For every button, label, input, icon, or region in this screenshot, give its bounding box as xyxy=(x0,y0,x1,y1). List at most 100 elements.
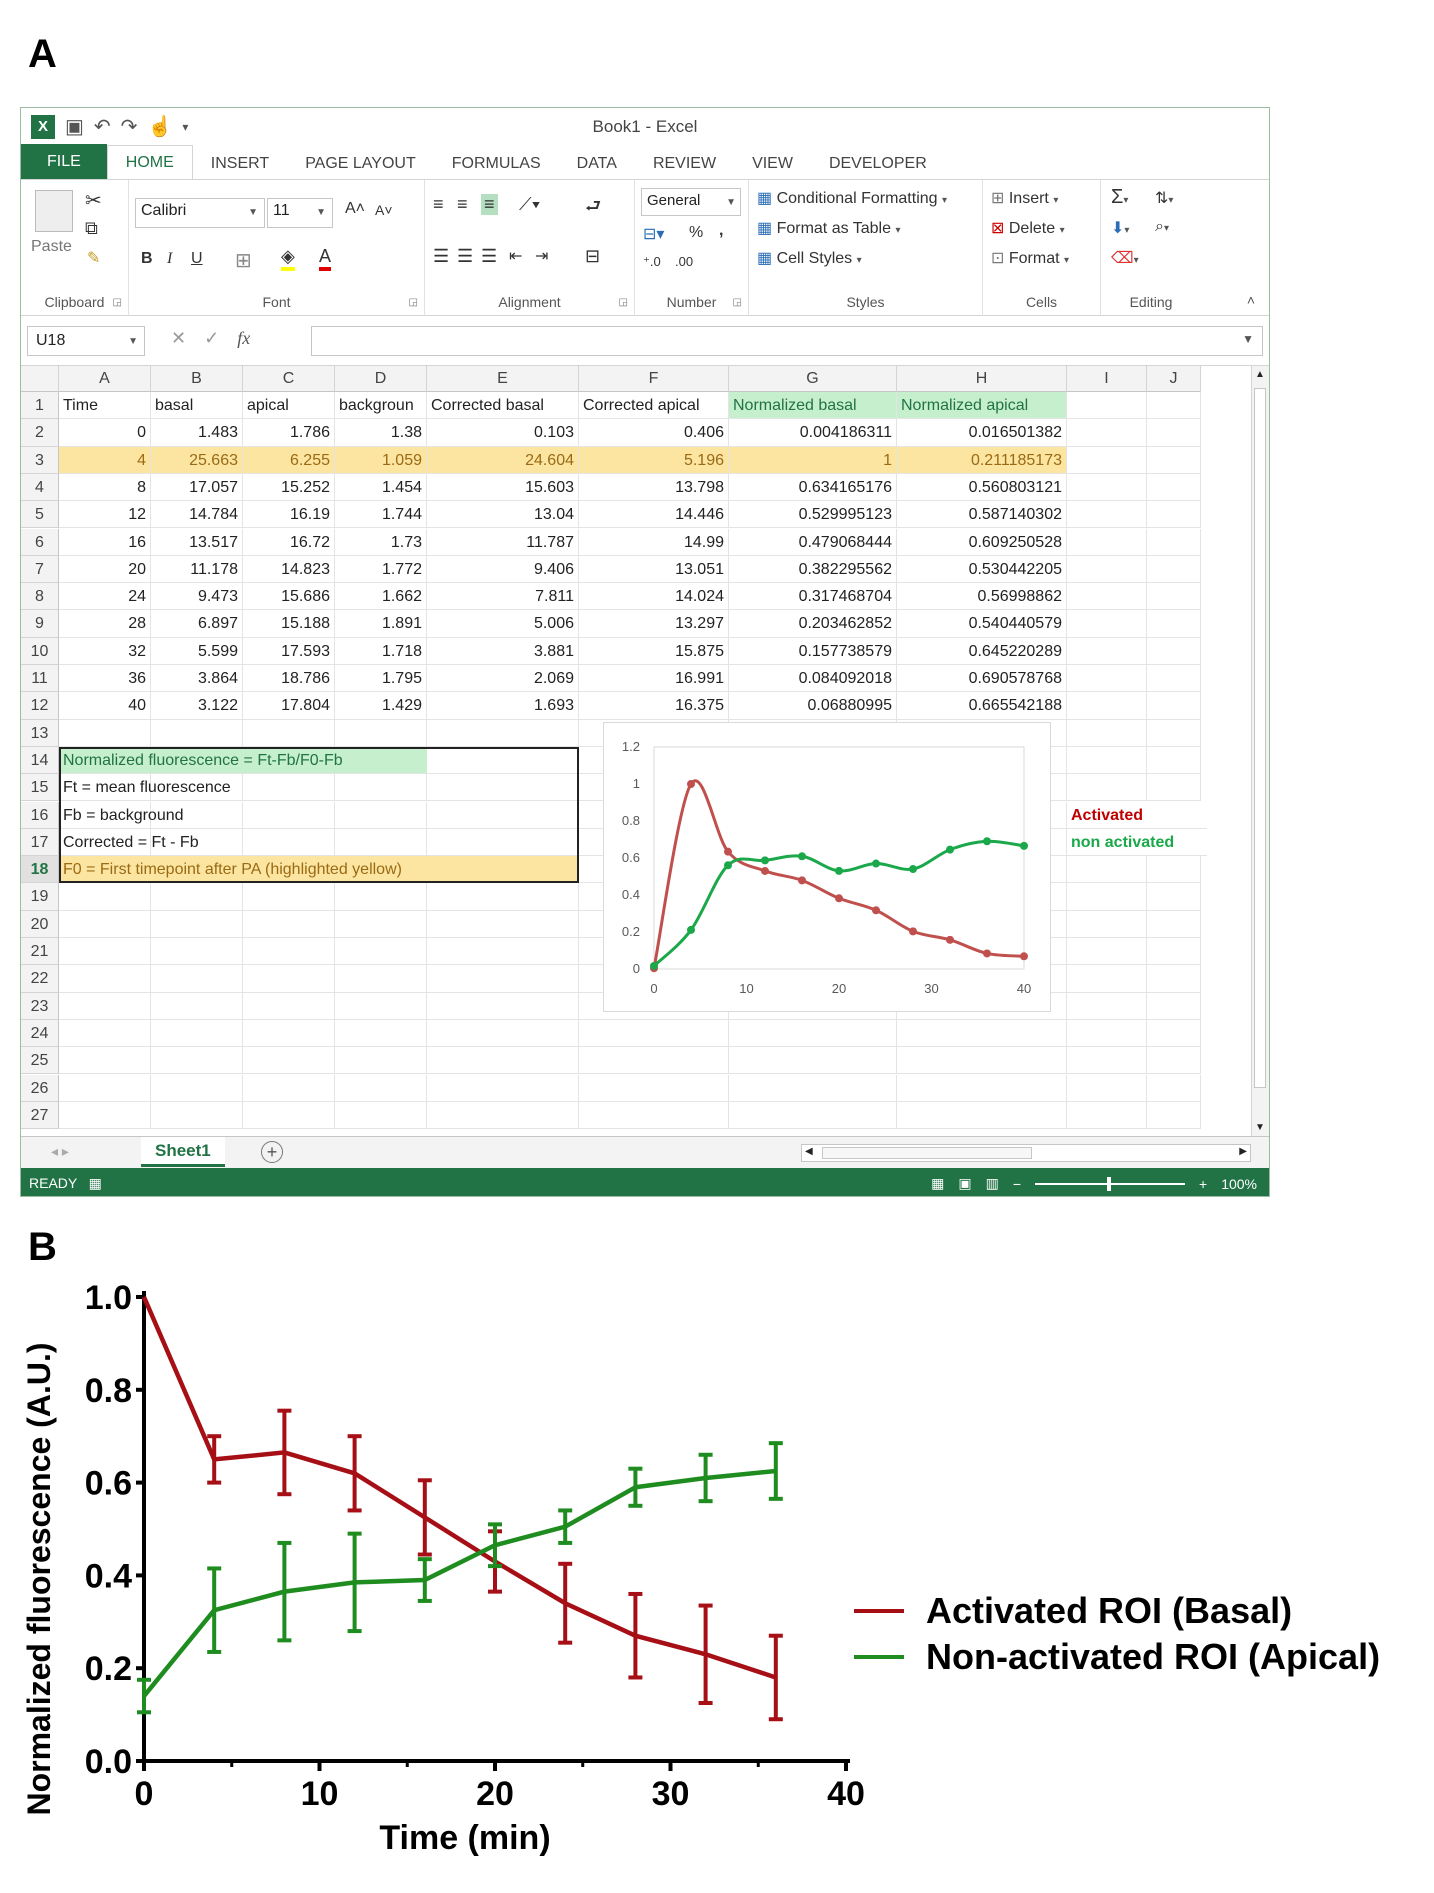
grid-cell[interactable] xyxy=(1147,473,1201,502)
data-cell[interactable]: 3.122 xyxy=(151,692,243,720)
row-header[interactable]: 24 xyxy=(21,1019,59,1048)
grid-cell[interactable] xyxy=(335,965,427,993)
font-name-select[interactable]: Calibri ▼ xyxy=(135,198,265,228)
grid-cell[interactable] xyxy=(427,938,579,966)
grid-cell[interactable] xyxy=(59,1101,151,1130)
data-cell[interactable]: 5.599 xyxy=(151,637,243,665)
grid-cell[interactable] xyxy=(1147,610,1201,638)
data-cell[interactable]: 1.786 xyxy=(243,419,335,447)
merge-center-icon[interactable]: ⊟ xyxy=(585,246,601,266)
grid-cell[interactable] xyxy=(335,992,427,1020)
grid-cell[interactable] xyxy=(335,1019,427,1048)
grid-cell[interactable] xyxy=(335,719,427,747)
horizontal-scrollbar[interactable]: ◀ ▶ xyxy=(801,1144,1251,1162)
data-cell[interactable]: 13.517 xyxy=(151,528,243,556)
data-cell[interactable]: 14.784 xyxy=(151,501,243,529)
grid-cell[interactable] xyxy=(243,910,335,938)
grid-cell[interactable] xyxy=(1147,446,1201,474)
data-cell[interactable]: 0.382295562 xyxy=(729,555,897,584)
clear-icon[interactable]: ⌫▾ xyxy=(1111,250,1139,267)
data-cell[interactable]: 1.059 xyxy=(335,446,427,474)
data-cell[interactable]: 16.991 xyxy=(579,665,729,693)
borders-icon[interactable]: ⊞ xyxy=(235,250,252,272)
data-cell[interactable]: 28 xyxy=(59,610,151,638)
data-cell[interactable]: 0.479068444 xyxy=(729,528,897,556)
data-cell[interactable]: 1 xyxy=(729,446,897,474)
tab-data[interactable]: DATA xyxy=(576,155,617,172)
grid-cell[interactable] xyxy=(243,1047,335,1075)
data-cell[interactable]: 12 xyxy=(59,501,151,529)
grid-cell[interactable] xyxy=(579,1019,729,1048)
grid-cell[interactable] xyxy=(427,1019,579,1048)
grid-cell[interactable] xyxy=(151,910,243,938)
cut-icon[interactable]: ✂ xyxy=(85,190,102,212)
customize-toolbar-icon[interactable]: ▾ xyxy=(182,119,189,134)
data-cell[interactable]: 13.297 xyxy=(579,610,729,638)
tab-developer[interactable]: DEVELOPER xyxy=(828,155,927,172)
grid-cell[interactable] xyxy=(1067,555,1147,584)
data-cell[interactable]: 0.56998862 xyxy=(897,583,1067,611)
grid-cell[interactable] xyxy=(59,965,151,993)
data-cell[interactable]: 32 xyxy=(59,637,151,665)
grid-cell[interactable] xyxy=(729,1074,897,1102)
row-header[interactable]: 12 xyxy=(21,692,59,720)
formula-input[interactable]: ▼ xyxy=(311,326,1263,356)
data-cell[interactable]: 0.004186311 xyxy=(729,419,897,447)
page-break-view-icon[interactable]: ▥ xyxy=(985,1175,999,1191)
data-cell[interactable]: 0.317468704 xyxy=(729,583,897,611)
grid-cell[interactable] xyxy=(729,1019,897,1048)
grid-cell[interactable] xyxy=(1067,992,1147,1020)
grid-cell[interactable] xyxy=(1067,665,1147,693)
data-cell[interactable]: 11.787 xyxy=(427,528,579,556)
row-header[interactable]: 25 xyxy=(21,1047,59,1075)
align-right-icon[interactable]: ☰ xyxy=(481,246,498,266)
grid-cell[interactable] xyxy=(1067,528,1147,556)
grid-cell[interactable] xyxy=(1067,910,1147,938)
column-header[interactable]: A xyxy=(59,366,151,392)
increase-indent-icon[interactable]: ⇥ xyxy=(535,248,549,265)
grid-cell[interactable] xyxy=(1067,473,1147,502)
grid-cell[interactable] xyxy=(729,1047,897,1075)
grid-cell[interactable] xyxy=(335,910,427,938)
grid-cell[interactable] xyxy=(151,1101,243,1130)
data-cell[interactable]: 6.897 xyxy=(151,610,243,638)
increase-font-icon[interactable]: A˄ xyxy=(345,200,366,217)
grid-cell[interactable] xyxy=(1147,528,1201,556)
grid-cell[interactable] xyxy=(59,938,151,966)
grid-cell[interactable] xyxy=(427,1101,579,1130)
row-header[interactable]: 19 xyxy=(21,883,59,911)
grid-cell[interactable] xyxy=(1147,938,1201,966)
vertical-scrollbar[interactable]: ▲ ▼ xyxy=(1251,366,1269,1136)
data-cell[interactable]: 1.772 xyxy=(335,555,427,584)
grid-cell[interactable] xyxy=(1147,637,1201,665)
grid-cell[interactable] xyxy=(1067,637,1147,665)
data-cell[interactable]: 18.786 xyxy=(243,665,335,693)
embedded-chart[interactable]: 0 0.2 0.4 0.6 0.8 1 1.2 0 10 20 30 40 xyxy=(603,721,1051,1012)
data-cell[interactable]: 15.188 xyxy=(243,610,335,638)
italic-button[interactable]: I xyxy=(167,250,173,267)
data-cell[interactable]: 15.603 xyxy=(427,473,579,502)
data-cell[interactable]: 11.178 xyxy=(151,555,243,584)
data-cell[interactable]: 25.663 xyxy=(151,446,243,474)
row-header[interactable]: 13 xyxy=(21,719,59,747)
tab-formulas[interactable]: FORMULAS xyxy=(451,155,541,172)
grid-cell[interactable] xyxy=(427,1047,579,1075)
grid-cell[interactable] xyxy=(59,719,151,747)
grid-cell[interactable] xyxy=(151,883,243,911)
row-header[interactable]: 22 xyxy=(21,965,59,993)
data-cell[interactable]: 0.634165176 xyxy=(729,473,897,502)
data-cell[interactable]: 1.795 xyxy=(335,665,427,693)
data-cell[interactable]: 15.252 xyxy=(243,473,335,502)
zoom-in-icon[interactable]: + xyxy=(1199,1175,1208,1192)
grid-cell[interactable] xyxy=(243,1074,335,1102)
grid-cell[interactable] xyxy=(243,719,335,747)
page-layout-view-icon[interactable]: ▣ xyxy=(958,1175,972,1191)
data-cell[interactable]: 13.798 xyxy=(579,473,729,502)
note-cell[interactable]: Fb = background xyxy=(59,802,427,829)
grid-cell[interactable] xyxy=(1147,692,1201,720)
bottom-align-icon[interactable]: ≡ xyxy=(481,194,498,215)
name-box[interactable]: U18 ▼ xyxy=(27,326,145,356)
insert-function-icon[interactable]: fx xyxy=(237,328,251,348)
grid-cell[interactable] xyxy=(1067,692,1147,720)
grid-cell[interactable] xyxy=(59,883,151,911)
